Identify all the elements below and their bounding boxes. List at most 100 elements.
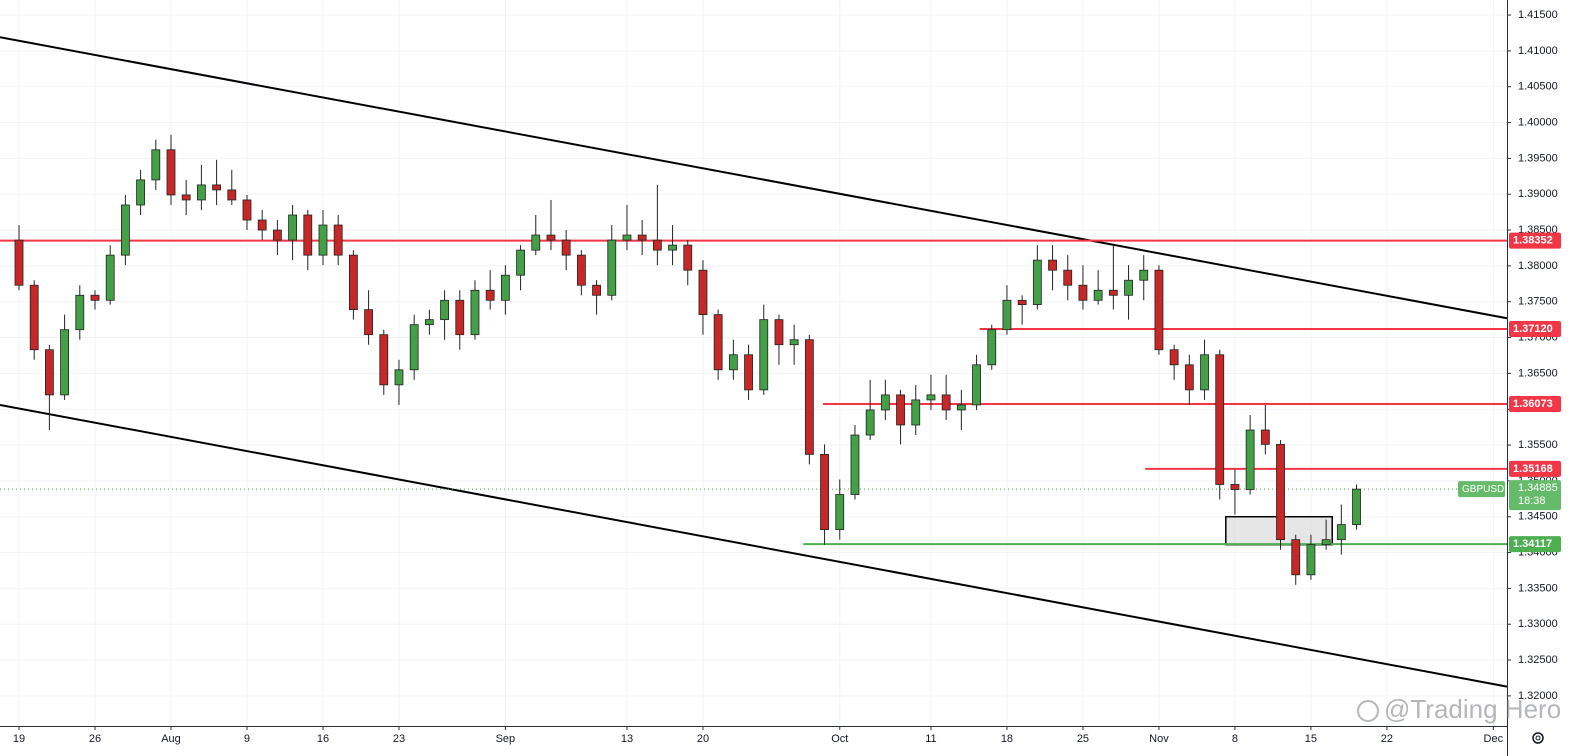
candle-body (364, 309, 373, 336)
candle-body (1321, 539, 1331, 546)
level-label: 1.36073 (1513, 398, 1553, 410)
x-tick-label: 15 (1305, 733, 1317, 745)
candle-body (835, 494, 845, 531)
candle-body (546, 234, 556, 241)
y-tick-label: 1.39000 (1518, 188, 1558, 200)
candle-body (272, 229, 282, 241)
candle-body (668, 244, 677, 251)
candle-body (880, 394, 890, 411)
y-tick-label: 1.39500 (1518, 152, 1558, 164)
candle-body (652, 239, 662, 251)
candle-body (1245, 429, 1255, 490)
candle-body (637, 234, 647, 241)
candle-body (1306, 544, 1316, 576)
x-tick-label: 23 (393, 733, 405, 745)
y-tick-label: 1.38000 (1518, 260, 1558, 272)
candle-body (972, 364, 981, 406)
candle-body (850, 434, 860, 495)
candle-body (1169, 349, 1179, 366)
candle-body (242, 199, 252, 221)
price-tag (1509, 480, 1561, 511)
candle-body (227, 189, 237, 201)
candle-body (607, 239, 617, 296)
candle-body (288, 214, 297, 241)
x-tick-label: 11 (925, 733, 936, 745)
candle-body (713, 314, 723, 371)
trendline (0, 36, 1508, 320)
candle-body (470, 289, 480, 336)
candle-body (60, 329, 69, 396)
candle-body (151, 149, 161, 181)
gear-center[interactable] (1535, 735, 1541, 741)
x-tick-label: Sep (496, 733, 516, 745)
symbol-label: GBPUSD (1462, 484, 1504, 495)
symbol-tag (1458, 481, 1505, 498)
level-label: 1.38352 (1513, 235, 1553, 247)
candle-body (926, 394, 936, 401)
candle-body (774, 319, 784, 346)
candle-body (1260, 429, 1270, 445)
y-tick-label: 1.33500 (1518, 582, 1558, 594)
x-tick-label: 20 (697, 733, 709, 745)
candle-body (181, 194, 191, 201)
candle-body (1139, 269, 1149, 281)
candle-body (136, 179, 145, 206)
x-tick-label: 9 (244, 733, 250, 745)
candle-body (1184, 364, 1194, 391)
candle-body (531, 234, 541, 251)
candle-body (941, 394, 951, 411)
candle-body (257, 219, 267, 231)
candle-body (683, 244, 693, 271)
candle-body (1032, 259, 1042, 305)
candle-body (1154, 269, 1164, 351)
level-label-box (1509, 232, 1561, 249)
candle-body (409, 324, 419, 371)
candle-body (455, 299, 465, 336)
candle-body (744, 354, 753, 391)
candle-body (303, 214, 313, 256)
level-label: 1.34117 (1513, 538, 1552, 550)
trendline (0, 403, 1508, 688)
candle-body (500, 274, 510, 301)
x-tick-label: 26 (89, 733, 101, 745)
y-tick-label: 1.33000 (1518, 618, 1558, 630)
candle-body (1124, 279, 1133, 296)
candle-body (120, 204, 130, 256)
y-tick-label: 1.34500 (1518, 511, 1558, 523)
candle-body (956, 404, 966, 411)
y-tick-label: 1.40500 (1518, 81, 1558, 93)
candle-body (820, 453, 829, 531)
settings-icon[interactable] (1532, 732, 1544, 744)
candle-body (698, 269, 708, 316)
candle-body (759, 319, 769, 391)
candle-body (987, 329, 997, 366)
candle-body (394, 369, 404, 386)
candle-body (1093, 289, 1103, 301)
candle-body (44, 349, 54, 396)
candle-body (29, 284, 39, 351)
candle-body (804, 339, 814, 455)
x-tick-label: 13 (621, 733, 633, 745)
candle-body (576, 254, 586, 286)
price-label: 1.34885 (1518, 482, 1558, 494)
watermark-text: @Trading Hero (1384, 694, 1561, 724)
level-label: 1.35168 (1513, 463, 1553, 475)
candle-body (622, 234, 632, 241)
x-tick-label: 25 (1077, 733, 1089, 745)
candle-body (1048, 259, 1057, 271)
x-tick-label: Nov (1149, 733, 1169, 745)
countdown-label: 18:38 (1518, 495, 1546, 507)
candle-body (90, 294, 100, 301)
watermark-icon (1357, 700, 1379, 722)
y-tick-label: 1.37500 (1518, 296, 1558, 308)
candle-body (1078, 284, 1088, 301)
y-tick-label: 1.35500 (1518, 439, 1558, 451)
gear[interactable] (1532, 732, 1544, 744)
candle-body (75, 294, 85, 331)
candle-body (1352, 488, 1361, 526)
x-tick-label: Oct (831, 733, 848, 745)
candle-body (728, 354, 738, 371)
candle-body (1002, 299, 1012, 331)
